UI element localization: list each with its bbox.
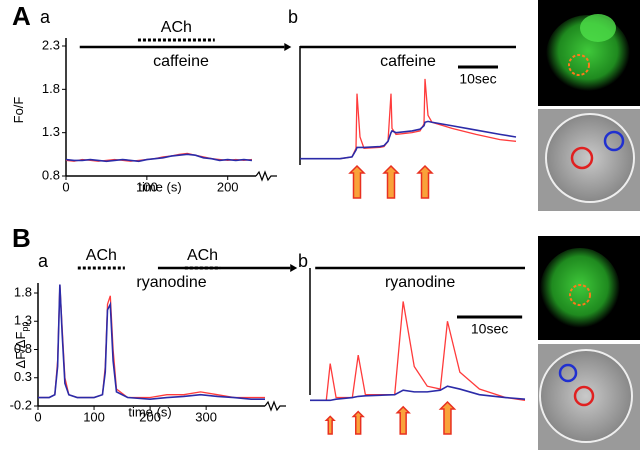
roi (603, 130, 625, 152)
chart: a 0.8 1.3 1.8 2.3 0 100 200 time (s) Fo/F ACh caffe… (11, 7, 292, 194)
treatment-label: caffeine (380, 53, 436, 70)
trace (310, 301, 526, 402)
x-tick-label: 100 (83, 409, 105, 424)
roi (558, 363, 578, 383)
y-tick-label: 0.8 (14, 341, 32, 356)
cell-fluorescence (580, 14, 616, 42)
trace (38, 284, 265, 399)
scale-bar-label: 10sec (471, 321, 508, 337)
y-axis-label: Fo/F (11, 97, 26, 124)
panel-label: a (40, 7, 51, 27)
y-tick-label: 0.3 (14, 369, 32, 384)
axis-break (264, 400, 286, 412)
treatment-label: ryanodine (385, 274, 455, 291)
x-tick-label: 0 (62, 179, 69, 194)
treatment-arrow (284, 43, 292, 51)
chart: b ryanodine 10sec (298, 251, 526, 435)
y-tick-label: 1.3 (42, 124, 60, 139)
x-tick-label: 300 (195, 409, 217, 424)
stimulus-arrow (395, 405, 411, 435)
y-tick-label: 1.8 (42, 81, 60, 96)
stimulus-arrow (382, 164, 400, 199)
x-tick-label: 200 (139, 409, 161, 424)
trace (65, 153, 253, 163)
x-tick-label: 100 (136, 179, 158, 194)
axis-break (255, 170, 277, 182)
cell-fluorescence (540, 248, 620, 332)
stimulus-arrow (416, 164, 434, 199)
treatment-label: ACh (86, 247, 117, 264)
roi (569, 284, 591, 306)
y-tick-label: -0.2 (10, 397, 32, 412)
treatment-label: ACh (187, 247, 218, 264)
trace (300, 78, 517, 160)
panel-letter: A (12, 1, 31, 31)
cell (545, 113, 635, 203)
panel-label: b (288, 7, 298, 27)
y-label-sub: pp (20, 322, 30, 332)
panel-label: a (38, 251, 49, 271)
treatment-label: ryanodine (136, 274, 206, 291)
y-label-main: Fo/F (11, 97, 26, 124)
scale-bar-label: 10sec (459, 71, 496, 87)
x-tick-label: 0 (34, 409, 41, 424)
micrographs (538, 0, 640, 450)
y-axis-label: ΔF/ΔFpp (13, 322, 30, 369)
treatment-label: caffeine (153, 53, 209, 70)
stimulus-arrow (438, 400, 457, 435)
chart: a -0.2 0.3 0.8 1.3 1.8 0 100 200 300 time (s) ΔF/ΔF… (10, 247, 298, 424)
panel-letter: B (12, 223, 31, 253)
stimulus-arrow (348, 164, 366, 199)
y-tick-label: 1.8 (14, 284, 32, 299)
cell (539, 349, 633, 443)
panel-label: b (298, 251, 308, 271)
treatment-arrow (290, 264, 298, 272)
trace (300, 120, 517, 160)
roi (570, 146, 594, 170)
roi (573, 385, 595, 407)
x-tick-label: 200 (217, 179, 239, 194)
y-tick-label: 1.3 (14, 313, 32, 328)
x-axis-label: time (s) (138, 179, 181, 194)
chart: b caffeine 10sec (288, 7, 517, 199)
x-axis-label: time (s) (128, 404, 171, 419)
roi (568, 54, 590, 76)
trace (38, 284, 265, 401)
trace (310, 385, 526, 402)
y-tick-label: 2.3 (42, 37, 60, 52)
y-tick-label: 0.8 (42, 167, 60, 182)
stimulus-arrow (351, 410, 365, 435)
y-label-main: ΔF/ΔF (13, 332, 28, 369)
treatment-label: ACh (161, 19, 192, 36)
stimulus-arrow (324, 415, 336, 435)
